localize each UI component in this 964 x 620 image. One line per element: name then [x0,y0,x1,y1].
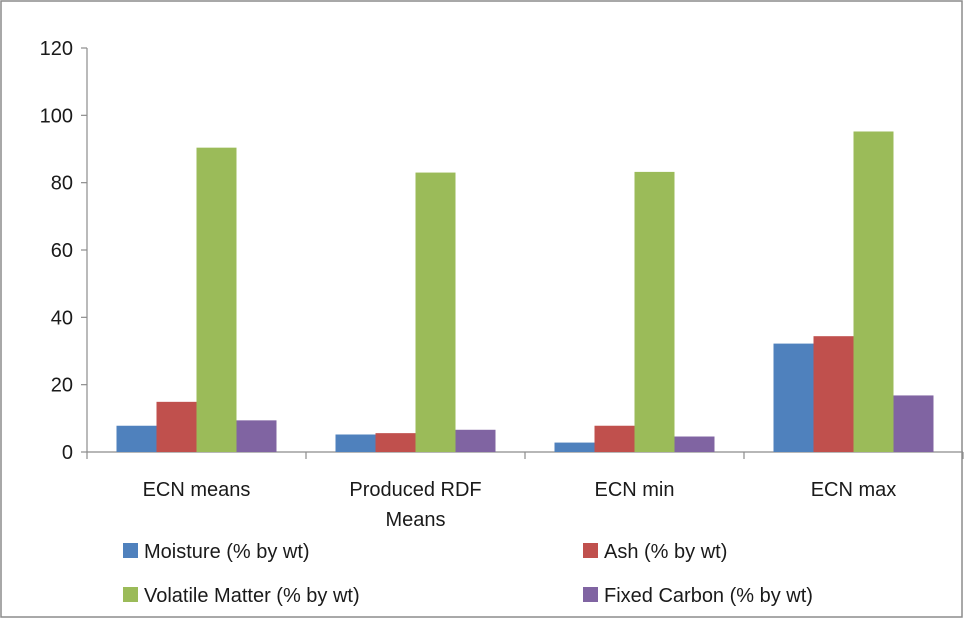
y-tick-label: 100 [40,105,73,127]
bar [236,420,277,452]
bar [674,436,715,452]
legend-swatch [123,587,138,602]
y-tick-label: 40 [51,307,73,329]
y-tick-label: 60 [51,240,73,262]
bar [813,336,854,452]
bar [415,172,456,453]
bar [554,442,595,452]
x-tick-label: ECN means [143,479,251,501]
bar [335,434,376,452]
y-tick-label: 20 [51,375,73,397]
bar [156,401,197,452]
legend-label: Volatile Matter (% by wt) [144,585,360,607]
bar [196,147,237,453]
bar [773,343,814,452]
bar [853,131,894,452]
x-tick-label: ECN min [594,479,674,501]
bar [594,425,635,452]
x-tick-label: ECN max [811,479,897,501]
legend-label: Ash (% by wt) [604,541,727,563]
bar [375,433,416,452]
legend-label: Moisture (% by wt) [144,541,310,563]
legend-swatch [583,543,598,558]
plot-area: 0 20 40 60 80 100 120 ECN means Produced RDF Mean… [40,38,964,531]
legend-swatch [123,543,138,558]
y-tick-label: 120 [40,38,73,60]
bar [455,429,496,452]
legend-label: Fixed Carbon (% by wt) [604,585,813,607]
legend-swatch [583,587,598,602]
bar [116,425,157,452]
y-tick-label: 0 [62,442,73,464]
y-tick-label: 80 [51,173,73,195]
bar [893,395,934,452]
x-tick-label: Means [385,509,445,531]
legend: Moisture (% by wt) Ash (% by wt) Volatile … [123,541,813,607]
bar [634,171,675,453]
x-tick-label: Produced RDF [349,479,481,501]
